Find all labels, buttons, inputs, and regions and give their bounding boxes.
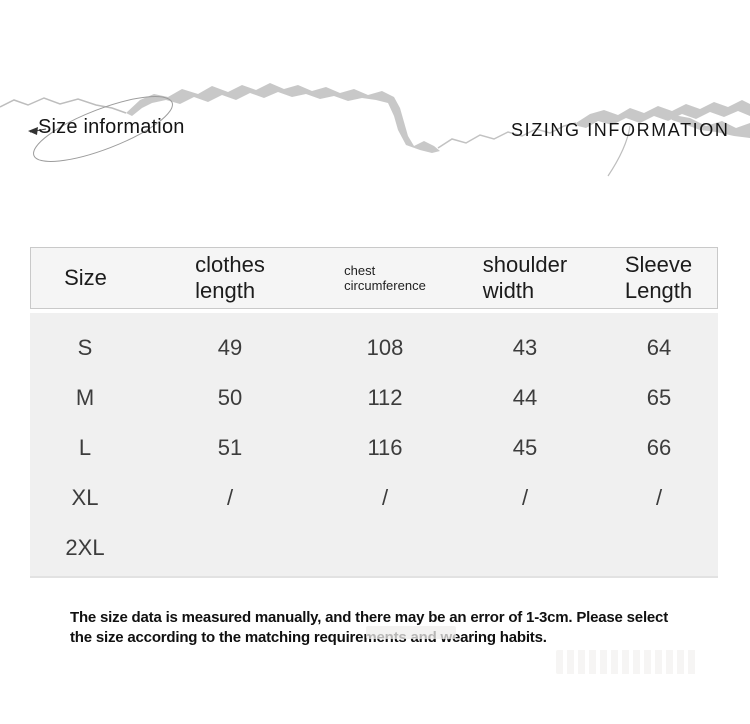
sleeve-length-value: 66 [646,435,672,460]
faint-watermark [556,650,698,674]
clothes-length-value: / [226,485,234,510]
page-title: Size information [38,116,185,138]
column-header-label: Size [64,265,107,290]
column-header-label: Sleeve [624,252,693,277]
column-header-clothes-length: clothes length [140,252,320,304]
clothes-length-value: 49 [217,335,243,360]
shoulder-width-value: 45 [512,435,538,460]
size-label: S [77,335,93,360]
column-header-label: shoulder [482,252,568,277]
ridge-stroke-left [0,83,440,153]
chest-circumference-value: 116 [367,435,403,460]
table-row-xl: XL / / / / [30,473,718,523]
size-label: M [75,385,95,410]
table-row-m: M 50 112 44 65 [30,373,718,423]
sleeve-length-value: 65 [646,385,672,410]
table-row-2xl: 2XL [30,523,718,573]
table-row-l: L 51 116 45 66 [30,423,718,473]
disclaimer-line: The size data is measured manually, and … [70,609,668,626]
column-header-sleeve-length: Sleeve Length [600,252,717,304]
size-label: 2XL [65,535,105,560]
column-header-label: Length [624,278,693,303]
sleeve-length-value: / [655,485,663,510]
column-header-size: Size [31,265,140,291]
size-table-header: Size clothes length chest circumference … [30,247,718,309]
chest-circumference-value: 108 [366,335,404,360]
page-title-en: SIZING INFORMATION [511,120,730,140]
table-row-s: S 49 108 43 64 [30,323,718,373]
faint-watermark [366,626,456,639]
column-header-label: chest [344,263,376,278]
shoulder-width-value: / [521,485,529,510]
chest-circumference-value: / [381,485,389,510]
column-header-label: length [195,278,256,303]
column-header-label: width [482,278,535,303]
ridge-stroke-right [576,100,750,177]
sleeve-length-value: 64 [646,335,672,360]
clothes-length-value: 51 [217,435,243,460]
ridge-stroke-middle [437,122,577,149]
size-label: XL [71,485,99,510]
column-header-label: circumference [344,278,426,293]
brush-stroke-decoration [0,83,750,177]
shoulder-width-value: 43 [512,335,538,360]
arrowhead-icon [28,127,38,135]
column-header-chest-circumference: chest circumference [320,263,450,293]
ellipse-sketch [28,96,173,162]
column-header-label: clothes [195,252,265,277]
shoulder-width-value: 44 [512,385,538,410]
size-table-body: S 49 108 43 64 M 50 112 44 65 L 51 116 4… [30,313,718,578]
column-header-shoulder-width: shoulder width [450,252,600,304]
chest-circumference-value: 112 [367,385,403,410]
clothes-length-value: 50 [217,385,243,410]
size-label: L [78,435,92,460]
